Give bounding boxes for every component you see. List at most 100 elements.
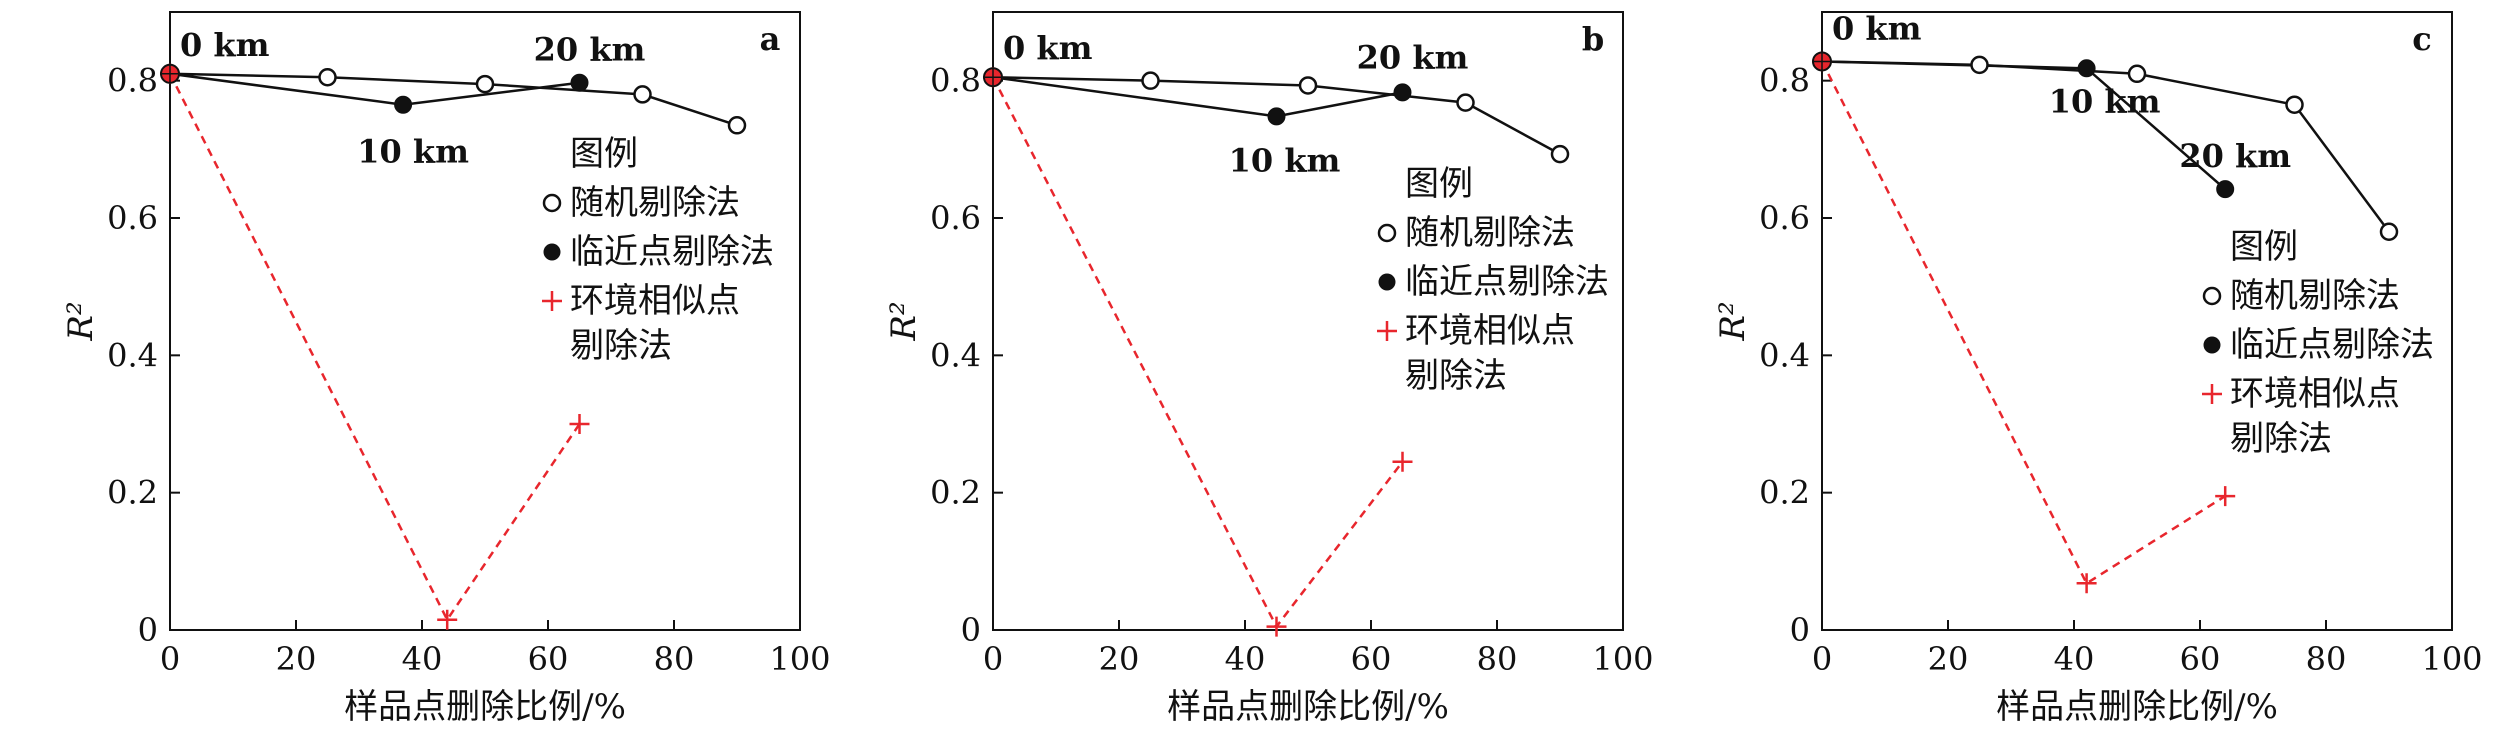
y-tick-label: 0.8 [107,62,158,100]
x-tick-label: 80 [654,640,695,678]
panel-letter: b [1582,20,1604,58]
point-nearby [2216,180,2235,199]
point-random [633,85,652,104]
y-axis-title: R² [884,301,924,341]
point-random [1550,144,1570,164]
legend-label-env-similar: 环境相似点 [2230,374,2400,414]
point-env-similar [2215,486,2236,507]
point-random [318,67,337,87]
chart-panel-a: 0 20 40 60 80 100 0 0.2 0.4 0.6 0.8 样品点删除比例/% R² a 0 k… [61,11,831,727]
y-tick-label: 0 [138,611,158,649]
y-axis-title: R² [1713,301,1753,341]
annotation-label: 0 km [180,26,270,64]
y-tick-label: 0.4 [107,336,158,374]
annotation-label: 20 km [534,31,646,69]
y-tick-label: 0.4 [930,336,981,374]
legend-label-random: 随机剔除法 [2230,276,2400,316]
point-random [1298,76,1318,95]
point-random [2379,222,2399,241]
y-tick-label: 0.2 [930,474,981,512]
legend-marker-nearby [1378,273,1396,291]
annotation-label: 0 km [1832,9,1922,47]
x-tick-label: 40 [1225,640,1266,678]
legend-marker-random [2202,286,2222,306]
legend-title: 图例 [2230,227,2298,267]
y-tick-label: 0 [1790,611,1810,649]
point-env-similar [437,609,458,630]
x-tick-label: 20 [1928,640,1969,678]
x-tick-label: 80 [1477,640,1518,678]
y-tick-label: 0.6 [1759,199,1810,237]
x-tick-label: 100 [769,640,830,678]
x-tick-label: 60 [2180,640,2221,678]
point-random [1141,71,1160,90]
point-nearby [394,95,413,114]
x-tick-label: 40 [2054,640,2095,678]
point-start-cross [984,68,1002,87]
annotation-label: 10 km [1229,141,1341,179]
x-tick-label: 100 [2421,640,2482,678]
x-tick-label: 80 [2306,640,2347,678]
x-tick-label: 0 [1812,640,1832,678]
annotation-label: 10 km [357,133,469,171]
point-env-similar [1392,451,1413,472]
point-random [1456,93,1475,112]
point-nearby [1267,107,1286,126]
legend-label-env-similar-cont: 剔除法 [1405,356,1507,396]
x-tick-label: 40 [402,640,443,678]
x-axis-title: 样品点删除比例/% [1167,687,1449,727]
series-line-env-similar [1820,60,2226,586]
point-random [475,74,495,94]
legend-label-nearby: 临近点剔除法 [1405,262,1609,302]
point-start-cross [161,64,179,83]
panel-letter: a [760,20,781,58]
x-tick-label: 60 [528,640,569,678]
legend-marker-nearby [543,243,561,261]
point-nearby [2077,59,2096,78]
y-tick-label: 0.6 [107,199,158,237]
y-axis-title: R² [61,301,101,341]
legend-label-env-similar-cont: 剔除法 [570,326,672,366]
legend-label-nearby: 临近点剔除法 [2230,325,2434,365]
point-random [2127,64,2147,84]
legend-label-env-similar-cont: 剔除法 [2230,419,2332,459]
point-nearby [570,73,589,92]
annotation-label: 10 km [2049,82,2161,120]
annotation-label: 0 km [1003,29,1093,67]
plot-frame [169,11,801,631]
x-axis-title: 样品点删除比例/% [1996,687,2278,727]
y-tick-label: 0.4 [1759,336,1810,374]
point-env-similar [569,414,590,434]
point-random [2285,95,2304,114]
legend-marker-env-similar [1377,321,1397,341]
legend-marker-env-similar [2202,384,2222,404]
plot-frame [992,11,1624,631]
legend-label-random: 随机剔除法 [1405,213,1575,253]
legend-marker-random [1377,223,1397,243]
legend-title: 图例 [1405,164,1473,204]
series-line-env-similar [991,76,1404,629]
point-env-similar [2076,573,2097,594]
point-random [727,116,747,135]
annotation-label: 20 km [2179,137,2291,175]
point-nearby [1393,83,1412,102]
plot-frame [1821,11,2453,631]
legend-title: 图例 [570,134,638,174]
annotation-label: 20 km [1357,38,1469,76]
legend-marker-nearby [2203,336,2221,354]
point-start-cross [1813,52,1831,71]
y-tick-label: 0.8 [930,62,981,100]
y-tick-label: 0.2 [107,474,158,512]
legend-label-nearby: 临近点剔除法 [570,232,774,272]
x-axis-title: 样品点删除比例/% [344,687,626,727]
point-random [1970,55,1989,75]
point-env-similar [1266,616,1287,637]
y-tick-label: 0.8 [1759,62,1810,100]
chart-panel-c: 0 20 40 60 80 100 0 0.2 0.4 0.6 0.8 样品点删除比例/% R² c 0 k… [1713,9,2483,727]
x-tick-label: 0 [160,640,180,678]
x-tick-label: 60 [1351,640,1392,678]
